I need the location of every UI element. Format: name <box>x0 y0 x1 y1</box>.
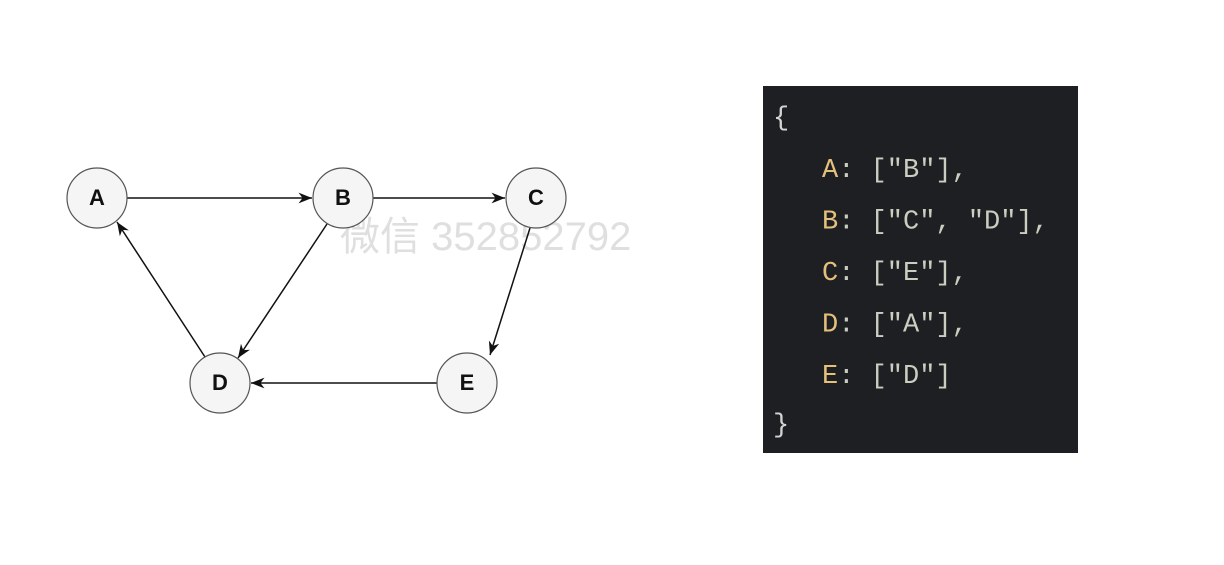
node-label: A <box>89 185 105 210</box>
code-line: C: [″E″], <box>822 259 968 289</box>
code-value: : [″A″], <box>838 311 968 341</box>
node <box>189 352 251 414</box>
code-brace: { <box>773 104 789 134</box>
code-line: D: [″A″], <box>822 311 968 341</box>
code-key: B <box>822 208 838 238</box>
node-label: E <box>460 370 475 395</box>
node-label: B <box>335 185 351 210</box>
code-value: : [″E″], <box>838 259 968 289</box>
code-brace: } <box>773 411 789 441</box>
code-key: A <box>822 156 839 186</box>
code-panel <box>763 86 1078 453</box>
code-key: D <box>822 311 838 341</box>
nodes: A B C D E <box>66 167 567 414</box>
code-line: A: [″B″], <box>822 156 968 186</box>
watermark: 微信 352852792 <box>340 215 631 259</box>
edge <box>488 227 531 356</box>
edge <box>116 221 206 358</box>
node <box>66 167 128 229</box>
node-label: C <box>528 185 544 210</box>
edge <box>237 223 328 359</box>
code-line: B: [″C″, ″D″], <box>822 208 1049 238</box>
node-label: D <box>212 370 228 395</box>
code-line: E: [″D″] <box>822 362 952 392</box>
code-key: E <box>822 362 838 392</box>
code-key: C <box>822 259 838 289</box>
node <box>436 352 498 414</box>
node <box>505 167 567 229</box>
code: {A: [″B″],B: [″C″, ″D″],C: [″E″],D: [″A″… <box>773 104 1049 441</box>
code-value: : [″D″] <box>838 362 951 392</box>
edges <box>116 192 531 389</box>
node <box>312 167 374 229</box>
code-value: : [″C″, ″D″], <box>838 208 1049 238</box>
code-value: : [″B″], <box>838 156 968 186</box>
